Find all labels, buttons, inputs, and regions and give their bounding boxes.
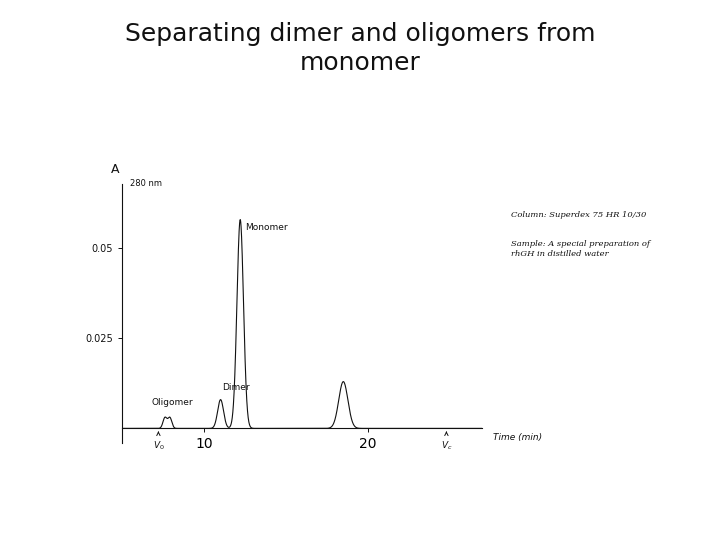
Text: Dimer: Dimer: [222, 383, 250, 393]
Text: 280 nm: 280 nm: [130, 179, 161, 188]
Text: $V_c$: $V_c$: [441, 439, 452, 451]
Text: Separating dimer and oligomers from
monomer: Separating dimer and oligomers from mono…: [125, 22, 595, 75]
Text: Sample: A special preparation of
rhGH in distilled water: Sample: A special preparation of rhGH in…: [511, 240, 650, 258]
Text: $V_0$: $V_0$: [153, 439, 164, 451]
Text: Column: Superdex 75 HR 10/30: Column: Superdex 75 HR 10/30: [511, 211, 647, 219]
Text: Oligomer: Oligomer: [152, 398, 194, 407]
Text: A: A: [111, 163, 120, 176]
Text: Time (min): Time (min): [493, 433, 542, 442]
Text: Monomer: Monomer: [245, 223, 288, 232]
